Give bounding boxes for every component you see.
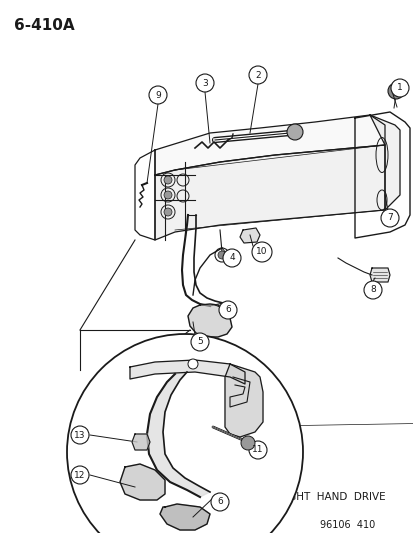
Text: 10: 10 — [256, 247, 267, 256]
Circle shape — [71, 466, 89, 484]
Polygon shape — [369, 115, 399, 210]
Circle shape — [240, 436, 254, 450]
Polygon shape — [154, 145, 384, 240]
Circle shape — [67, 334, 302, 533]
Text: 13: 13 — [74, 431, 85, 440]
Polygon shape — [132, 434, 150, 450]
Circle shape — [164, 176, 171, 184]
Text: RIGHT  HAND  DRIVE: RIGHT HAND DRIVE — [277, 492, 385, 502]
Polygon shape — [147, 372, 209, 497]
Text: 96106  410: 96106 410 — [319, 520, 374, 530]
Circle shape — [248, 441, 266, 459]
Text: 8: 8 — [369, 286, 375, 295]
Circle shape — [164, 191, 171, 199]
Polygon shape — [224, 364, 262, 437]
Circle shape — [248, 66, 266, 84]
Polygon shape — [130, 360, 244, 384]
Polygon shape — [159, 504, 209, 530]
Circle shape — [211, 493, 228, 511]
Circle shape — [190, 333, 209, 351]
Polygon shape — [154, 115, 384, 175]
Text: 2: 2 — [254, 70, 260, 79]
Text: 11: 11 — [252, 446, 263, 455]
Circle shape — [223, 249, 240, 267]
Circle shape — [71, 426, 89, 444]
Text: 4: 4 — [229, 254, 234, 262]
Text: 5: 5 — [197, 337, 202, 346]
Circle shape — [218, 251, 225, 259]
Text: 9: 9 — [155, 91, 161, 100]
Circle shape — [164, 208, 171, 216]
Polygon shape — [369, 268, 389, 282]
Polygon shape — [120, 464, 165, 500]
Text: 3: 3 — [202, 78, 207, 87]
Text: 6: 6 — [225, 305, 230, 314]
Polygon shape — [240, 228, 259, 243]
Circle shape — [252, 242, 271, 262]
Text: 6-410A: 6-410A — [14, 18, 74, 33]
Circle shape — [195, 74, 214, 92]
Text: 1: 1 — [396, 84, 402, 93]
Circle shape — [390, 79, 408, 97]
Circle shape — [218, 301, 236, 319]
Circle shape — [363, 281, 381, 299]
Text: 7: 7 — [386, 214, 392, 222]
Text: 6: 6 — [216, 497, 222, 506]
Text: 12: 12 — [74, 471, 85, 480]
Circle shape — [286, 124, 302, 140]
Circle shape — [380, 209, 398, 227]
Polygon shape — [188, 304, 231, 337]
Circle shape — [188, 359, 197, 369]
Circle shape — [387, 83, 403, 99]
Circle shape — [149, 86, 166, 104]
